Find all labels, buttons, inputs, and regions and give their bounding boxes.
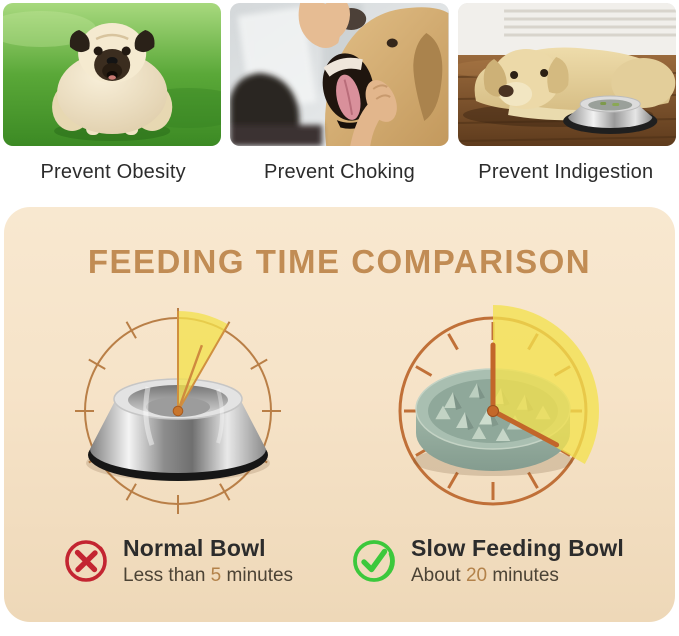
photo-dog-lying-with-bowl [457,3,676,146]
normal-bowl-verdict: Normal Bowl Less than 5 minutes [62,535,293,587]
normal-bowl-time: Less than 5 minutes [123,565,294,586]
stainless-bowl-image [86,378,270,481]
caption-prevent-indigestion: Prevent Indigestion [478,160,654,183]
time-wedge-5min [172,311,229,417]
panel-title: FEEDING TIME COMPARISON [87,243,592,280]
normal-bowl-clock [75,308,281,514]
time-wedge-20min [487,305,600,464]
caption-prevent-obesity: Prevent Obesity [40,160,186,183]
fat-pug-illustration [3,3,222,146]
slow-bowl-time: About 20 minutes [411,565,559,586]
slow-bowl-label: Slow Feeding Bowl [411,535,624,561]
minutes-value: 20 [465,565,488,586]
benefit-captions-row: Prevent Obesity Prevent Choking Prevent … [0,152,679,192]
dog-lying-illustration [457,3,676,146]
comparison-panel: FEEDING TIME COMPARISON [4,207,675,622]
caption-prevent-choking: Prevent Choking [264,160,415,183]
photo-fat-pug-on-grass [3,3,222,146]
checking-mouth-illustration [230,3,449,146]
benefit-photos-row [3,3,676,146]
normal-bowl-label: Normal Bowl [123,535,266,561]
slow-bowl-verdict: Slow Feeding Bowl About 20 minutes [350,535,624,587]
photo-checking-dog-mouth [230,3,449,146]
cross-icon [65,540,107,582]
minutes-value: 5 [210,565,222,586]
check-icon [353,540,395,582]
slow-bowl-text: Slow Feeding Bowl About 20 minutes [411,535,624,587]
normal-bowl-text: Normal Bowl Less than 5 minutes [123,535,293,587]
slow-bowl-clock [398,305,600,506]
